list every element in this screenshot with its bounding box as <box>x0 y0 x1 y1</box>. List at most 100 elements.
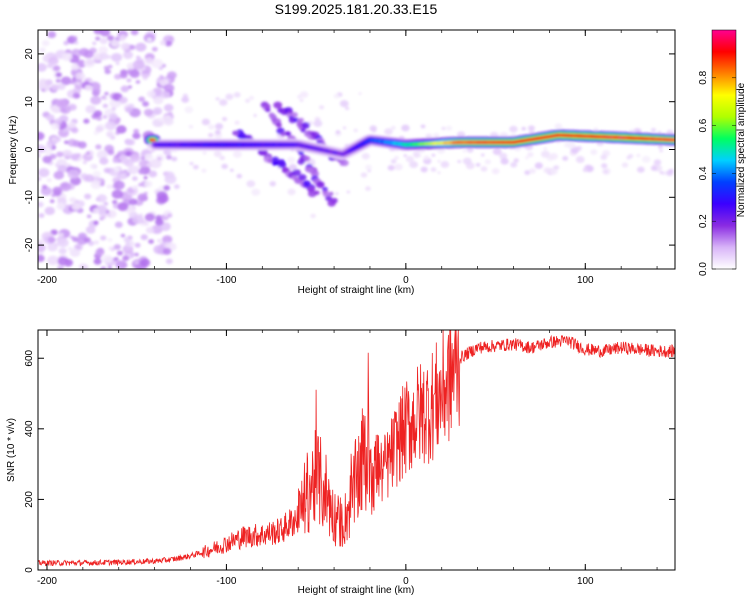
halo-blob <box>318 105 325 110</box>
halo-blob <box>390 125 396 130</box>
halo-blob <box>527 152 534 158</box>
branch-blob <box>314 190 320 195</box>
noise-blob <box>111 107 116 111</box>
halo-blob <box>344 106 350 111</box>
noise-blob <box>53 170 65 180</box>
noise-blob <box>93 258 102 265</box>
noise-blob <box>157 77 162 82</box>
halo-blob <box>369 125 377 132</box>
noise-blob <box>120 233 126 238</box>
noise-blob <box>123 237 130 243</box>
noise-blob <box>104 121 117 131</box>
halo-blob <box>423 155 430 161</box>
noise-blob <box>100 266 107 269</box>
noise-blob <box>77 232 87 240</box>
halo-blob <box>437 160 441 163</box>
noise-blob <box>38 243 46 253</box>
halo-blob <box>525 156 529 160</box>
colorbar-label: Normalized spectral amplitude <box>736 82 747 217</box>
halo-blob <box>269 181 277 187</box>
halo-blob <box>575 156 585 164</box>
snr-marks <box>38 330 675 567</box>
noise-blob <box>129 69 140 79</box>
noise-blob <box>44 79 53 86</box>
colorbar-frame <box>711 29 737 270</box>
noise-blob <box>159 78 169 87</box>
halo-blob <box>441 126 446 131</box>
noise-blob <box>92 170 101 178</box>
halo-blob <box>335 192 339 196</box>
spectrogram-x-tick-label: 100 <box>577 275 594 286</box>
halo-blob <box>653 159 662 166</box>
halo-blob <box>641 155 651 163</box>
halo-blob <box>229 168 234 172</box>
noise-blob <box>56 202 66 211</box>
halo-blob <box>491 168 500 175</box>
halo-blob <box>173 184 180 189</box>
halo-blob <box>214 123 224 130</box>
halo-blob <box>394 163 403 171</box>
noise-blob <box>93 220 99 225</box>
noise-blob <box>72 36 78 40</box>
noise-blob <box>59 181 72 192</box>
noise-blob <box>155 218 164 226</box>
noise-blob <box>77 141 87 149</box>
halo-blob <box>215 97 220 101</box>
snr-x-tick-label: 100 <box>577 576 594 587</box>
noise-blob <box>99 157 109 165</box>
noise-blob <box>107 266 112 269</box>
noise-blob <box>137 193 148 202</box>
noise-blob <box>63 40 69 46</box>
halo-blob <box>353 128 358 133</box>
noise-blob <box>113 244 121 250</box>
noise-blob <box>38 201 44 208</box>
noise-blob <box>38 144 46 154</box>
noise-blob <box>60 76 72 86</box>
spectrogram-marks <box>38 30 675 269</box>
noise-blob <box>38 63 47 72</box>
halo-blob <box>358 92 362 96</box>
noise-blob <box>55 72 62 78</box>
noise-blob <box>113 166 121 172</box>
noise-blob <box>57 165 68 173</box>
halo-blob <box>627 154 634 159</box>
halo-blob <box>541 150 550 158</box>
halo-blob <box>543 167 551 174</box>
branch-blob <box>292 169 301 177</box>
noise-blob <box>54 118 63 125</box>
noise-blob <box>143 221 150 227</box>
noise-blob <box>119 37 125 42</box>
halo-blob <box>554 123 563 130</box>
noise-blob <box>46 114 55 122</box>
halo-blob <box>440 161 450 168</box>
noise-blob <box>101 215 106 220</box>
noise-blob <box>72 236 79 242</box>
snr-frame <box>37 329 676 571</box>
halo-blob <box>420 166 428 173</box>
noise-blob <box>38 153 41 158</box>
halo-blob <box>171 156 178 162</box>
noise-blob <box>134 260 139 265</box>
noise-blob <box>119 72 128 79</box>
noise-blob <box>67 121 77 129</box>
halo-blob <box>365 164 372 171</box>
noise-blob <box>39 47 46 53</box>
noise-blob <box>111 52 123 62</box>
noise-blob <box>93 240 100 245</box>
noise-blob <box>122 255 130 261</box>
noise-blob <box>99 37 108 45</box>
halo-blob <box>480 166 488 172</box>
ridge-core <box>672 138 675 142</box>
noise-blob <box>138 182 143 187</box>
noise-blob <box>76 153 81 157</box>
noise-blob <box>74 41 79 45</box>
noise-blob <box>127 165 139 175</box>
halo-blob <box>387 165 395 171</box>
noise-blob <box>96 115 103 121</box>
noise-blob <box>107 35 115 41</box>
noise-blob <box>143 108 154 117</box>
halo-blob <box>582 167 588 173</box>
halo-blob <box>593 127 599 132</box>
